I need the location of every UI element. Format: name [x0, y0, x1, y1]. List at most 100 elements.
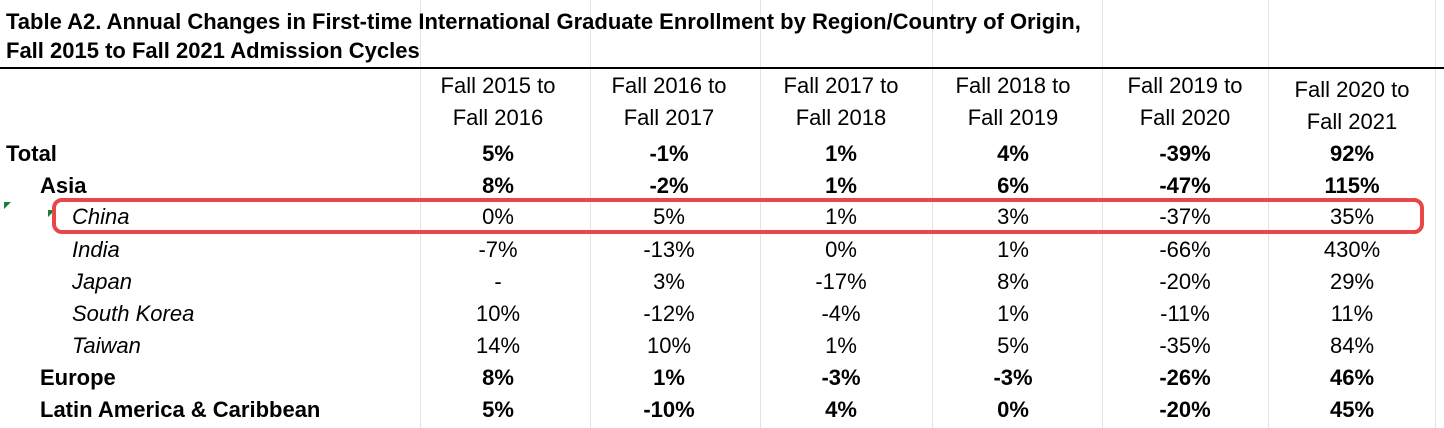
table-cell: 0% [997, 397, 1029, 422]
table-cell: 4% [997, 141, 1029, 166]
row-label: India [72, 237, 120, 262]
column-header: Fall 2018 to Fall 2019 [927, 70, 1099, 134]
table-cell: -39% [1159, 141, 1211, 166]
table-cell: 4% [825, 397, 857, 422]
table-cell: 5% [482, 397, 514, 422]
table-subtitle: Fall 2015 to Fall 2021 Admission Cycles [6, 38, 420, 63]
table-cell: -7% [478, 237, 518, 262]
table-cell: 1% [825, 333, 857, 358]
row-label: Asia [40, 173, 87, 198]
table-cell: -4% [821, 301, 861, 326]
column-header-line: Fall 2018 to [955, 73, 1071, 98]
column-header-line: Fall 2015 to [440, 73, 556, 98]
table-cell: 1% [825, 204, 857, 229]
table-row: China 0% 5% 1% 3% -37% 35% [0, 201, 1444, 233]
column-header-line: Fall 2017 to [783, 73, 899, 98]
table-cell: 1% [825, 173, 857, 198]
table-cell: -47% [1159, 173, 1211, 198]
table-cell: 1% [997, 237, 1029, 262]
table-cell: -20% [1159, 397, 1211, 422]
table-cell: -12% [643, 301, 695, 326]
column-header-line: Fall 2020 [1139, 105, 1231, 130]
table-cell: 84% [1329, 333, 1375, 358]
table-cell: 5% [653, 204, 685, 229]
table-cell: 1% [825, 141, 857, 166]
table-row: Latin America & Caribbean 5% -10% 4% 0% … [0, 394, 1444, 426]
table-cell: -17% [815, 269, 867, 294]
gridline [760, 0, 761, 428]
table-cell: 5% [482, 141, 514, 166]
table-cell: 45% [1329, 397, 1375, 422]
table-cell: 430% [1323, 237, 1381, 262]
table-cell: -35% [1159, 333, 1211, 358]
row-label: China [72, 204, 130, 229]
table-cell: -26% [1159, 365, 1211, 390]
table-row: Europe 8% 1% -3% -3% -26% 46% [0, 362, 1444, 394]
table-row: Asia 8% -2% 1% 6% -47% 115% [0, 170, 1444, 202]
gridline [1268, 0, 1269, 428]
table-cell: 46% [1329, 365, 1375, 390]
table-row: South Korea 10% -12% -4% 1% -11% 11% [0, 298, 1444, 330]
table-cell: -2% [649, 173, 689, 198]
column-header-line: Fall 2016 [452, 105, 544, 130]
table-cell: 115% [1324, 173, 1380, 198]
column-header-line: Fall 2018 [795, 105, 887, 130]
table-cell: 11% [1330, 301, 1374, 326]
row-label: Total [6, 141, 57, 166]
gridline [420, 0, 421, 428]
column-header: Fall 2015 to Fall 2016 [412, 70, 584, 134]
gridline [1102, 0, 1103, 428]
table-cell: 5% [997, 333, 1029, 358]
table-row: Taiwan 14% 10% 1% 5% -35% 84% [0, 330, 1444, 362]
table-cell: 29% [1329, 269, 1375, 294]
table-cell: -20% [1159, 269, 1211, 294]
column-header-line: Fall 2019 to [1127, 73, 1243, 98]
table-cell: -1% [649, 141, 689, 166]
table-cell: 3% [653, 269, 685, 294]
table-cell: 10% [475, 301, 521, 326]
table-cell: 35% [1329, 204, 1375, 229]
row-label: Latin America & Caribbean [40, 397, 321, 422]
table-cell: 1% [653, 365, 685, 390]
table-cell: -10% [643, 397, 695, 422]
table-cell: -66% [1159, 237, 1211, 262]
column-header-line: Fall 2017 [623, 105, 715, 130]
column-header-line: Fall 2016 to [611, 73, 727, 98]
table-row: Japan - 3% -17% 8% -20% 29% [0, 266, 1444, 298]
table-cell: 0% [825, 237, 857, 262]
table-cell: 3% [997, 204, 1029, 229]
row-label: Japan [72, 269, 132, 294]
header-rule [0, 67, 1444, 69]
table-cell: 14% [475, 333, 521, 358]
table-cell: 10% [646, 333, 692, 358]
table-cell: 0% [482, 204, 514, 229]
table-row: India -7% -13% 0% 1% -66% 430% [0, 234, 1444, 266]
cell-marker-icon [4, 202, 11, 209]
table-cell: -11% [1160, 301, 1210, 326]
gridline [1435, 0, 1436, 428]
table-title: Table A2. Annual Changes in First-time I… [6, 9, 1081, 34]
table-cell: -3% [993, 365, 1033, 390]
table-row: Total 5% -1% 1% 4% -39% 92% [0, 138, 1444, 170]
column-header: Fall 2016 to Fall 2017 [583, 70, 755, 134]
gridline [590, 0, 591, 428]
column-header-line: Fall 2020 to [1294, 77, 1410, 102]
table-cell: -3% [821, 365, 861, 390]
table-cell: 6% [997, 173, 1029, 198]
table-cell: 8% [482, 173, 514, 198]
table-cell: -37% [1159, 204, 1211, 229]
cell-marker-icon [48, 210, 55, 217]
row-label: Europe [40, 365, 116, 390]
table-cell: -13% [643, 237, 695, 262]
table-cell: 8% [482, 365, 514, 390]
table-cell: 8% [997, 269, 1029, 294]
row-label: Taiwan [72, 333, 141, 358]
column-header: Fall 2019 to Fall 2020 [1099, 70, 1271, 134]
column-header: Fall 2020 to Fall 2021 [1266, 74, 1438, 138]
table-cell: 1% [997, 301, 1029, 326]
table-cell: - [494, 269, 502, 294]
table-cell: 92% [1329, 141, 1375, 166]
gridline [932, 0, 933, 428]
column-header-line: Fall 2019 [967, 105, 1059, 130]
